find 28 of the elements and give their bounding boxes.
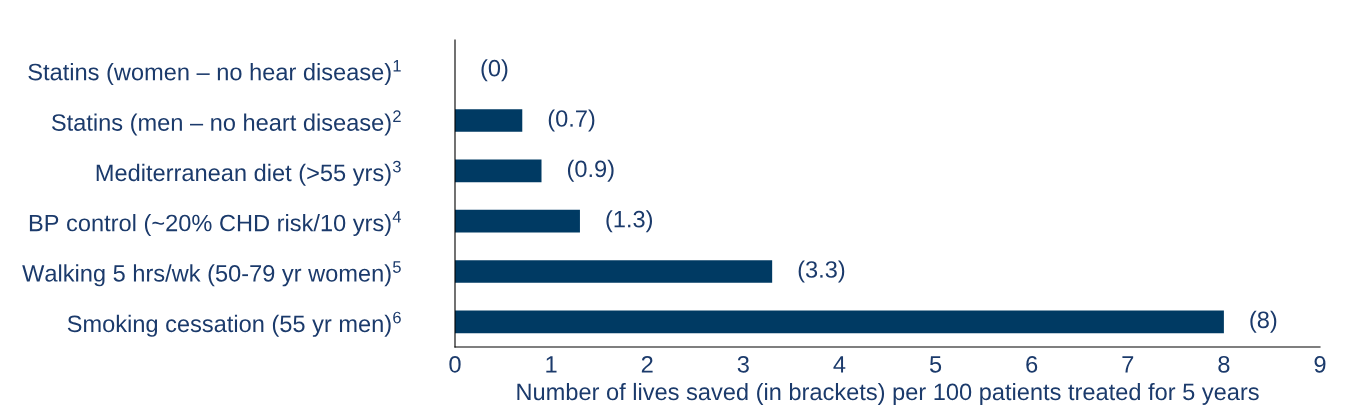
- data-label: (0.7): [548, 109, 595, 132]
- bar: [455, 310, 1224, 334]
- x-tick-label: 7: [1122, 356, 1134, 373]
- bar: [455, 159, 542, 183]
- x-tick-label: 3: [737, 355, 749, 373]
- data-label: (3.3): [798, 260, 845, 283]
- x-tick-label: 0: [449, 355, 461, 373]
- x-tick-label: 1: [546, 356, 557, 373]
- data-label: (1.3): [606, 210, 653, 233]
- y-tick-label: BP control (~20% CHD risk/10 yrs)$^{4}$: [29, 211, 402, 237]
- bar: [455, 209, 580, 233]
- y-tick-label: Smoking cessation (55 yr men)$^{6}$: [67, 311, 401, 337]
- x-axis-title: Number of lives saved (in brackets) per 100 patients treated for 5 years: [517, 382, 1259, 405]
- y-tick-label: Mediterranean diet (>55 yrs)$^{3}$: [96, 160, 401, 186]
- x-tick-label: 4: [833, 356, 846, 373]
- bar: [455, 109, 523, 132]
- x-tick-label: 8: [1218, 355, 1230, 373]
- y-tick-label: Statins (women – no hear disease)$^{1}$: [28, 60, 401, 86]
- bar: [455, 260, 773, 283]
- y-tick-label: Statins (men – no heart disease)$^{2}$: [51, 110, 401, 136]
- x-tick-label: 6: [1026, 355, 1038, 373]
- x-tick-label: 9: [1314, 355, 1326, 373]
- y-tick-label: Walking 5 hrs/wk (50-79 yr women)$^{5}$: [22, 261, 401, 287]
- data-label: (0.9): [567, 159, 614, 182]
- data-label: (0): [481, 59, 508, 82]
- x-tick-label: 5: [929, 356, 942, 373]
- data-label: (8): [1250, 310, 1277, 333]
- x-tick-label: 2: [641, 355, 653, 373]
